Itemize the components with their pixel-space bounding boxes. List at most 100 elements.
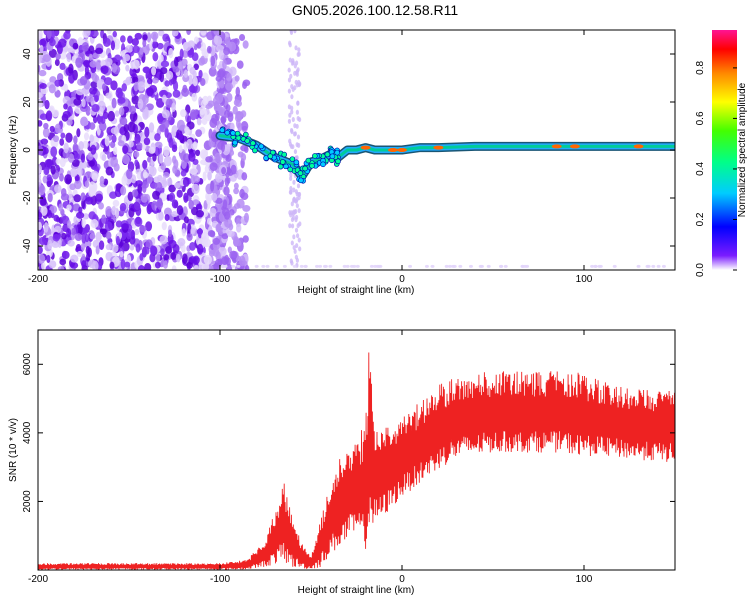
noise-blob: [199, 108, 208, 119]
noise-blob: [38, 69, 47, 77]
noise-blob: [112, 146, 118, 156]
noise-blob: [219, 79, 225, 89]
noise-blob: [294, 79, 298, 85]
noise-blob: [180, 243, 186, 253]
noise-blob: [60, 193, 70, 201]
noise-blob: [188, 199, 194, 210]
noise-blob: [171, 144, 178, 153]
noise-blob: [234, 240, 242, 247]
noise-blob: [100, 65, 109, 74]
noise-blob: [101, 83, 107, 92]
noise-blob: [612, 264, 617, 268]
noise-blob: [192, 70, 197, 79]
noise-blob: [154, 261, 161, 269]
track-blob: [243, 131, 249, 138]
noise-blob: [646, 264, 651, 268]
noise-blob: [294, 214, 299, 220]
noise-blob: [220, 116, 226, 125]
noise-blob: [159, 71, 165, 83]
noise-blob: [156, 42, 164, 50]
noise-blob: [63, 103, 68, 110]
track-blob: [219, 127, 226, 133]
noise-blob: [105, 243, 112, 251]
chart-title: GN05.2026.100.12.58.R11: [292, 2, 459, 18]
track-blob: [324, 151, 331, 158]
noise-blob: [105, 231, 112, 240]
track-blob: [329, 153, 336, 160]
noise-blob: [193, 264, 200, 270]
noise-blob: [225, 104, 231, 112]
noise-blob: [241, 172, 248, 181]
noise-blob: [188, 74, 193, 86]
noise-blob: [86, 252, 91, 262]
noise-blob: [95, 193, 104, 202]
track-hotspot: [551, 144, 562, 149]
noise-blob: [289, 212, 293, 218]
noise-blob: [139, 131, 146, 143]
noise-blob: [78, 140, 84, 151]
noise-blob: [172, 89, 181, 98]
noise-blob: [88, 211, 96, 220]
noise-blob: [244, 265, 250, 270]
noise-blob: [236, 60, 244, 69]
noise-blob: [201, 99, 207, 109]
noise-blob: [84, 197, 94, 205]
noise-blob: [81, 198, 86, 210]
noise-blob: [168, 47, 174, 59]
noise-blob: [148, 166, 157, 177]
noise-blob: [189, 167, 198, 175]
noise-blob: [243, 212, 249, 223]
noise-blob: [163, 155, 172, 167]
noise-blob: [121, 223, 130, 230]
noise-blob: [49, 125, 55, 133]
noise-blob: [299, 264, 304, 268]
noise-blob: [69, 168, 78, 178]
x-tick-label: 100: [576, 574, 593, 585]
noise-blob: [116, 87, 123, 94]
noise-blob: [345, 264, 350, 268]
track-blob: [234, 130, 241, 137]
track-blob: [334, 149, 340, 156]
noise-blob: [171, 211, 179, 218]
noise-blob: [43, 166, 50, 176]
noise-blob: [39, 44, 44, 53]
noise-blob: [315, 264, 320, 268]
noise-blob: [295, 71, 299, 77]
noise-blob: [168, 192, 176, 202]
noise-blob: [290, 84, 294, 90]
noise-blob: [206, 45, 212, 54]
track-blob: [252, 147, 258, 154]
noise-blob: [79, 160, 88, 169]
noise-blob: [224, 218, 233, 228]
noise-blob: [166, 177, 173, 187]
noise-blob: [355, 264, 360, 268]
noise-blob: [424, 264, 429, 268]
noise-blob: [62, 110, 71, 119]
noise-blob: [289, 143, 294, 149]
noise-blob: [162, 145, 170, 157]
noise-blob: [118, 107, 125, 116]
noise-blob: [458, 264, 463, 268]
noise-blob: [172, 155, 177, 164]
noise-blob: [298, 246, 302, 252]
noise-blob: [223, 264, 228, 268]
noise-blob: [54, 89, 61, 98]
noise-blob: [661, 264, 666, 268]
noise-blob: [199, 78, 206, 87]
spectrogram-noise-layer: [38, 30, 666, 270]
track-blob: [302, 165, 308, 172]
x-tick-label: -200: [28, 574, 48, 585]
noise-blob: [236, 198, 245, 209]
track-blob: [267, 153, 274, 160]
noise-blob: [154, 141, 163, 149]
noise-blob: [99, 175, 105, 185]
noise-blob: [237, 122, 243, 132]
colorbar-tick-label: 0.0: [695, 263, 706, 277]
noise-blob: [146, 32, 152, 43]
noise-blob: [88, 53, 93, 61]
noise-blob: [162, 94, 167, 104]
noise-blob: [149, 245, 156, 256]
noise-blob: [288, 112, 292, 118]
noise-blob: [430, 264, 435, 268]
noise-blob: [130, 61, 135, 70]
